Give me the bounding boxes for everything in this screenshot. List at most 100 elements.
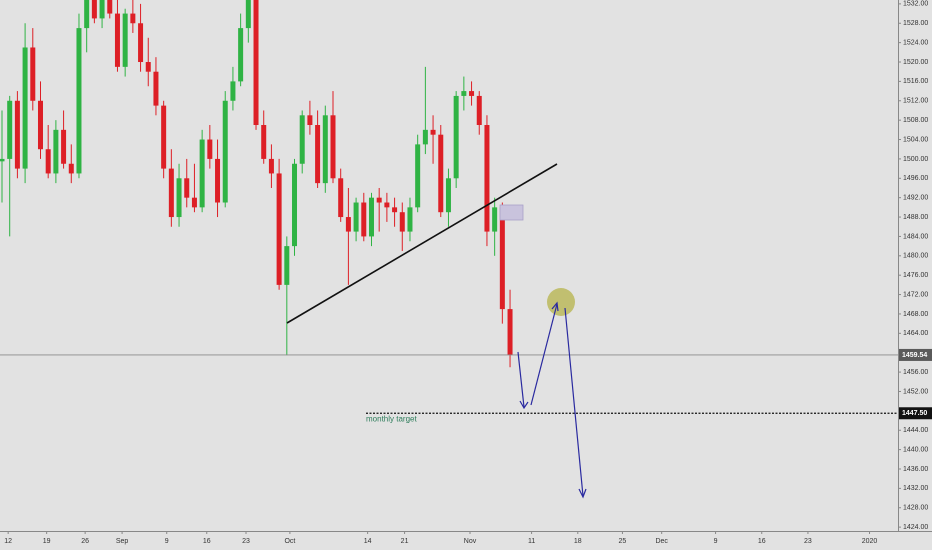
candle-body — [292, 163, 298, 247]
y-tick-label: 1468.00 — [903, 311, 928, 318]
candle-body — [299, 115, 305, 164]
candle-body — [53, 129, 59, 174]
y-tick-label: 1456.00 — [903, 369, 928, 376]
candle-body — [168, 168, 174, 218]
target-annotation: monthly target — [366, 414, 417, 423]
candle-body — [261, 124, 267, 159]
x-tick-label: 19 — [43, 538, 51, 545]
arrow — [564, 307, 584, 497]
candle-body — [330, 115, 336, 179]
trend-line — [286, 163, 558, 324]
candle-body — [338, 178, 344, 218]
arrow — [517, 351, 525, 408]
y-tick-label: 1480.00 — [903, 253, 928, 260]
candle-body — [415, 144, 421, 208]
candle-body — [122, 13, 128, 67]
candle-body — [476, 95, 482, 125]
candle-body — [153, 71, 159, 106]
candle-body — [7, 100, 13, 159]
candle-body — [399, 212, 405, 232]
y-tick-label: 1436.00 — [903, 466, 928, 473]
candle-body — [268, 158, 274, 174]
candle-body — [507, 309, 513, 355]
y-tick-label: 1492.00 — [903, 195, 928, 202]
x-tick-label: Oct — [284, 538, 295, 545]
x-tick-label: Dec — [655, 538, 668, 545]
candle-body — [45, 149, 51, 174]
candle-body — [392, 207, 398, 213]
y-tick-label: 1444.00 — [903, 427, 928, 434]
candle-body — [22, 47, 28, 169]
target-label: 1447.50 — [902, 410, 927, 417]
candle-body — [245, 0, 251, 29]
y-tick-label: 1476.00 — [903, 272, 928, 279]
candle-body — [14, 100, 20, 169]
candle-body — [230, 81, 236, 101]
y-tick-label: 1432.00 — [903, 485, 928, 492]
candle-body — [276, 173, 282, 285]
candle-body — [238, 28, 244, 82]
candle-body — [461, 91, 467, 96]
x-tick-label: 11 — [528, 538, 535, 545]
y-tick-label: 1500.00 — [903, 156, 928, 163]
current-price-badge — [899, 348, 932, 361]
x-tick-label: 26 — [81, 538, 89, 545]
x-tick-label: 23 — [804, 538, 812, 545]
current-price-label: 1459.54 — [902, 352, 927, 359]
arrow-head — [519, 400, 529, 410]
candle-body — [492, 207, 498, 232]
y-tick-label: 1532.00 — [903, 1, 928, 8]
candle-body — [138, 23, 144, 63]
candle-body — [222, 100, 228, 203]
candle-body — [307, 115, 313, 125]
y-tick-label: 1528.00 — [903, 20, 928, 27]
candle-body — [422, 129, 428, 145]
candle-body — [315, 124, 321, 184]
arrow — [530, 303, 558, 406]
candle-body — [353, 202, 359, 232]
y-tick-label: 1464.00 — [903, 330, 928, 337]
candle-body — [376, 197, 382, 203]
candle-body — [322, 115, 328, 184]
candle-body — [453, 95, 459, 179]
candle-body — [0, 158, 5, 162]
candle-body — [130, 13, 136, 24]
y-tick-label: 1424.00 — [903, 524, 928, 531]
candle-body — [145, 62, 151, 72]
candle-body — [37, 100, 43, 150]
candle-body — [284, 246, 290, 285]
y-tick-label: 1428.00 — [903, 505, 928, 512]
x-tick-label: 25 — [619, 538, 627, 545]
candle-body — [499, 207, 505, 310]
candle-body — [107, 0, 113, 14]
x-tick-label: Nov — [464, 538, 477, 545]
candle-body — [76, 28, 82, 174]
target-badge — [899, 407, 932, 420]
x-tick-label: Sep — [116, 538, 129, 545]
x-tick-label: 18 — [574, 538, 582, 545]
candle-body — [84, 0, 90, 29]
y-tick-label: 1508.00 — [903, 117, 928, 124]
y-tick-label: 1452.00 — [903, 388, 928, 395]
candle-body — [99, 0, 105, 19]
x-tick-label: 2020 — [862, 538, 878, 545]
y-tick-label: 1504.00 — [903, 136, 928, 143]
y-tick-label: 1520.00 — [903, 59, 928, 66]
candle-body — [438, 134, 444, 213]
candle-body — [215, 158, 221, 203]
candle-body — [207, 139, 213, 159]
highlight-circle — [547, 288, 575, 316]
x-tick-label: 21 — [401, 538, 409, 545]
x-tick-label: 16 — [203, 538, 211, 545]
x-tick-label: 16 — [758, 538, 766, 545]
candle-body — [176, 178, 182, 218]
y-tick-label: 1524.00 — [903, 39, 928, 46]
x-tick-label: 23 — [242, 538, 250, 545]
candle-body — [161, 105, 167, 169]
x-tick-label: 9 — [165, 538, 169, 545]
candle-body — [30, 47, 36, 101]
x-tick-label: 12 — [4, 538, 12, 545]
